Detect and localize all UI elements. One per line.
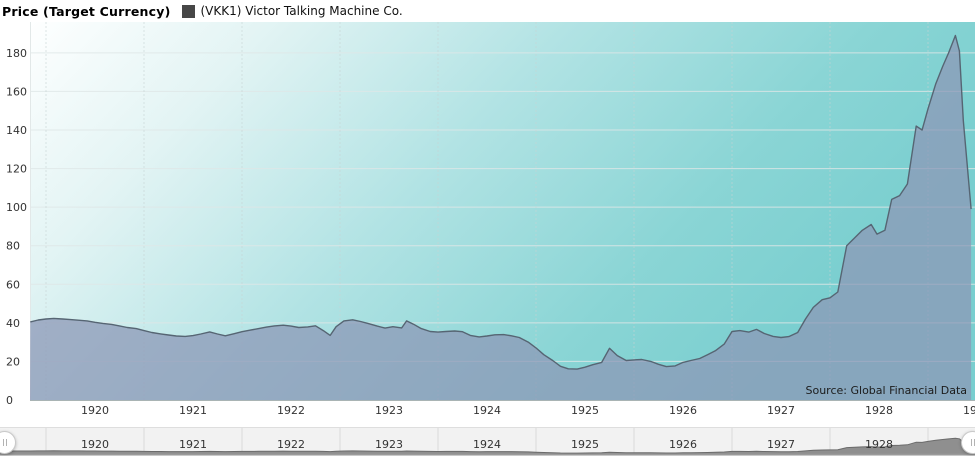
- grip-icon: [2, 439, 4, 446]
- x-axis-tick-label: 1921: [179, 404, 207, 417]
- grip-icon: [5, 439, 7, 446]
- x-axis-tick-label: 1922: [277, 404, 305, 417]
- navigator-chart[interactable]: 1920192119221923192419251926192719281929: [0, 428, 975, 455]
- legend-item[interactable]: (VKK1) Victor Talking Machine Co.: [182, 4, 403, 18]
- navigator-tick-label: 1926: [669, 438, 697, 451]
- grip-icon: [970, 439, 972, 446]
- y-axis-tick-label: 60: [6, 278, 20, 291]
- x-axis-tick-label: 1925: [571, 404, 599, 417]
- price-area-series[interactable]: [30, 35, 972, 401]
- navigator-tick-label: 1925: [571, 438, 599, 451]
- x-axis-tick-label: 1928: [865, 404, 893, 417]
- y-axis-tick-label: 20: [6, 355, 20, 368]
- y-axis-tick-label: 120: [6, 163, 27, 176]
- y-axis-tick-label: 140: [6, 124, 27, 137]
- legend-label: (VKK1) Victor Talking Machine Co.: [200, 4, 403, 18]
- navigator-tick-label: 1924: [473, 438, 501, 451]
- navigator-tick-label: 1923: [375, 438, 403, 451]
- y-axis-tick-label: 80: [6, 240, 20, 253]
- y-axis-tick-label: 0: [6, 394, 13, 407]
- legend-marker-icon: [182, 4, 196, 18]
- x-axis-tick-label: 1926: [669, 404, 697, 417]
- main-plot: 0 20 40 60 80 100 120 140 160 180 1920 1921 1922 1923…: [6, 22, 975, 417]
- y-axis-tick-label: 180: [6, 47, 27, 60]
- chart-header: Price (Target Currency) (VKK1) Victor Ta…: [0, 0, 975, 22]
- navigator-area-series[interactable]: [0, 437, 972, 455]
- x-axis-tick-label: 1920: [81, 404, 109, 417]
- price-line[interactable]: [30, 34, 972, 370]
- navigator-tick-label: 1921: [179, 438, 207, 451]
- x-axis-tick-label: 1924: [473, 404, 501, 417]
- grip-icon: [973, 439, 975, 446]
- navigator[interactable]: 1920192119221923192419251926192719281929: [0, 427, 975, 456]
- navigator-tick-label: 1927: [767, 438, 795, 451]
- y-axis-tick-label: 160: [6, 85, 27, 98]
- navigator-tick-label: 1928: [865, 438, 893, 451]
- chart-title: Price (Target Currency): [2, 3, 171, 19]
- x-axis-tick-label: 1923: [375, 404, 403, 417]
- x-axis-tick-label: 1927: [767, 404, 795, 417]
- source-credit: Source: Global Financial Data: [805, 384, 968, 397]
- x-axis-tick-label: 1929: [963, 404, 975, 417]
- y-axis-tick-label: 40: [6, 317, 20, 330]
- y-axis-tick-label: 100: [6, 201, 27, 214]
- navigator-tick-label: 1920: [81, 438, 109, 451]
- navigator-tick-label: 1922: [277, 438, 305, 451]
